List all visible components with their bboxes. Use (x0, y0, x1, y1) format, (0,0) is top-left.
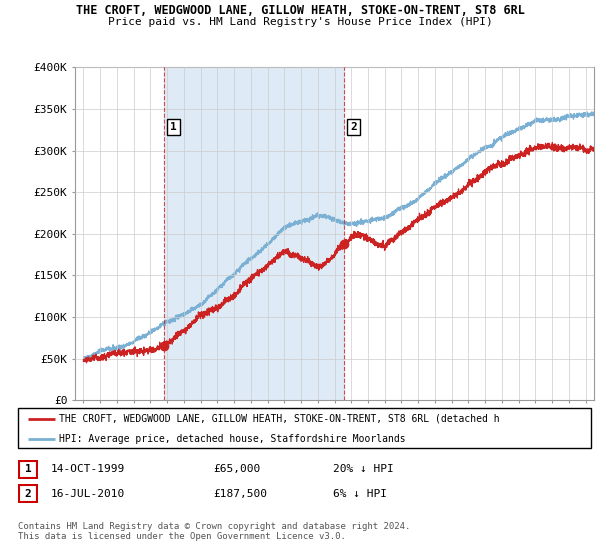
Text: 14-OCT-1999: 14-OCT-1999 (51, 464, 125, 474)
Text: Price paid vs. HM Land Registry's House Price Index (HPI): Price paid vs. HM Land Registry's House … (107, 17, 493, 27)
Bar (164, 67, 344, 400)
Text: 20% ↓ HPI: 20% ↓ HPI (333, 464, 394, 474)
Text: £187,500: £187,500 (213, 489, 267, 499)
Text: 1: 1 (170, 122, 177, 132)
Text: 1: 1 (25, 464, 32, 474)
Text: THE CROFT, WEDGWOOD LANE, GILLOW HEATH, STOKE-ON-TRENT, ST8 6RL (detached h: THE CROFT, WEDGWOOD LANE, GILLOW HEATH, … (59, 414, 500, 423)
Text: HPI: Average price, detached house, Staffordshire Moorlands: HPI: Average price, detached house, Staf… (59, 434, 406, 444)
Text: 2: 2 (25, 489, 32, 499)
Text: THE CROFT, WEDGWOOD LANE, GILLOW HEATH, STOKE-ON-TRENT, ST8 6RL: THE CROFT, WEDGWOOD LANE, GILLOW HEATH, … (76, 4, 524, 17)
Text: £65,000: £65,000 (213, 464, 260, 474)
Text: 2: 2 (350, 122, 357, 132)
Text: Contains HM Land Registry data © Crown copyright and database right 2024.
This d: Contains HM Land Registry data © Crown c… (18, 522, 410, 542)
Text: 16-JUL-2010: 16-JUL-2010 (51, 489, 125, 499)
Text: 6% ↓ HPI: 6% ↓ HPI (333, 489, 387, 499)
